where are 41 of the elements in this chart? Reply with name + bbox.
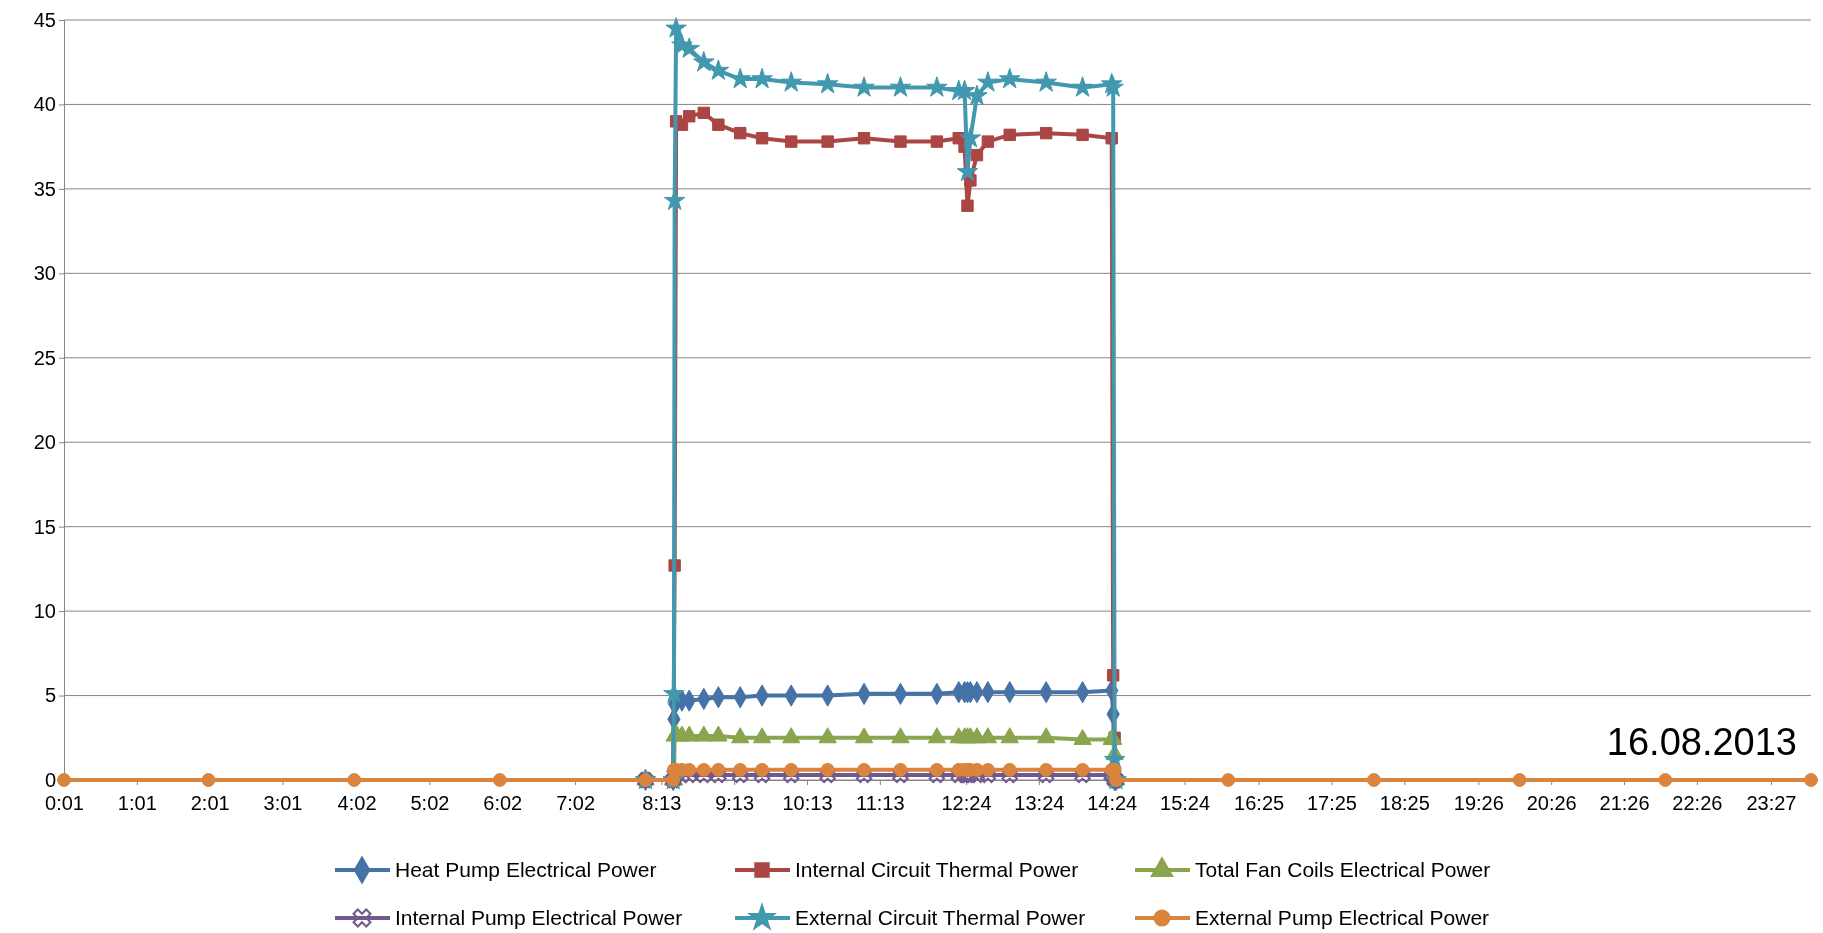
x-tick-label: 2:01 bbox=[190, 792, 230, 814]
legend-label: External Pump Electrical Power bbox=[1195, 906, 1490, 929]
x-tick-label: 20:26 bbox=[1526, 792, 1577, 814]
x-tick-label: 22:26 bbox=[1672, 792, 1723, 814]
y-tick-label: 20 bbox=[33, 431, 56, 454]
y-tick-label: 0 bbox=[44, 768, 56, 791]
x-tick-label: 17:25 bbox=[1306, 792, 1357, 814]
x-tick-label: 7:02 bbox=[556, 792, 596, 814]
y-tick-label: 40 bbox=[33, 93, 56, 116]
x-tick-label: 11:13 bbox=[856, 792, 905, 814]
x-tick-label: 3:01 bbox=[263, 792, 303, 814]
y-tick-label: 5 bbox=[44, 684, 56, 707]
x-tick-label: 0:01 bbox=[45, 792, 84, 814]
legend-label: Internal Circuit Thermal Power bbox=[795, 858, 1079, 881]
x-tick-label: 19:26 bbox=[1453, 792, 1504, 814]
legend-label: External Circuit Thermal Power bbox=[795, 906, 1086, 929]
x-tick-label: 15:24 bbox=[1160, 792, 1211, 814]
x-tick-label: 14:24 bbox=[1087, 792, 1138, 814]
legend-label: Internal Pump Electrical Power bbox=[395, 906, 683, 929]
x-tick-label: 21:26 bbox=[1599, 792, 1650, 814]
y-tick-label: 15 bbox=[33, 515, 56, 538]
x-tick-label: 6:02 bbox=[483, 792, 523, 814]
x-tick-label: 13:24 bbox=[1014, 792, 1065, 814]
x-tick-label: 4:02 bbox=[337, 792, 377, 814]
x-tick-label: 23:27 bbox=[1746, 792, 1797, 814]
x-tick-label: 18:25 bbox=[1379, 792, 1430, 814]
x-tick-label: 16:25 bbox=[1234, 792, 1285, 814]
legend-label: Heat Pump Electrical Power bbox=[395, 858, 657, 881]
legend-label: Total Fan Coils Electrical Power bbox=[1195, 858, 1491, 881]
x-tick-label: 12:24 bbox=[941, 792, 992, 814]
y-tick-label: 35 bbox=[33, 177, 56, 200]
y-tick-label: 45 bbox=[33, 8, 56, 31]
x-tick-label: 1:01 bbox=[117, 792, 157, 814]
y-tick-label: 30 bbox=[33, 262, 56, 285]
annotation: 16.08.2013 bbox=[1606, 721, 1797, 763]
x-tick-label: 9:13 bbox=[715, 792, 755, 814]
x-tick-label: 8:13 bbox=[642, 792, 682, 814]
x-tick-label: 10:13 bbox=[782, 792, 833, 814]
x-tick-label: 5:02 bbox=[410, 792, 450, 814]
y-tick-label: 10 bbox=[33, 600, 56, 623]
y-tick-label: 25 bbox=[33, 346, 56, 369]
